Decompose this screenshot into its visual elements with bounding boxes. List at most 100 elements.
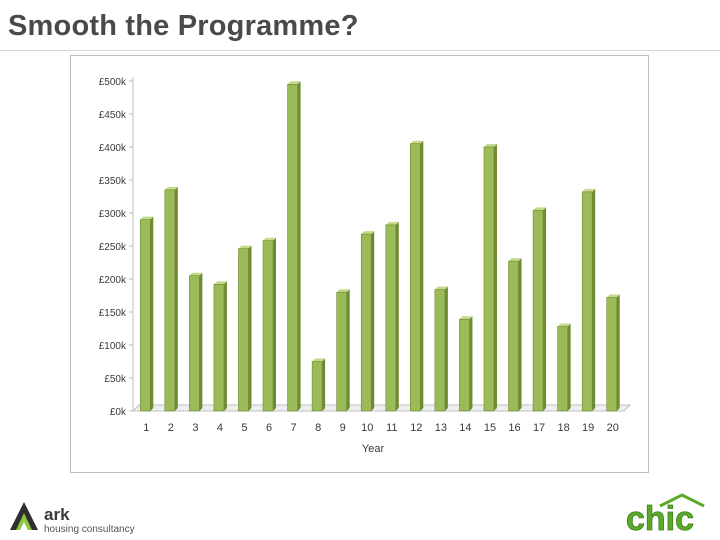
x-tick-label: 18 (558, 422, 570, 434)
x-tick-label: 6 (266, 422, 272, 434)
x-tick-label: 1 (143, 422, 149, 434)
x-tick-label: 13 (435, 422, 447, 434)
bar-side (616, 294, 620, 411)
bar (262, 237, 277, 412)
bar (532, 207, 547, 412)
bar-side (150, 216, 154, 411)
bar-top (213, 281, 227, 285)
bar-top (361, 231, 375, 235)
bar-side (395, 221, 399, 411)
y-tick-label: £150k (99, 308, 127, 319)
bar (483, 144, 497, 412)
bar-side (420, 140, 424, 411)
bar-side (469, 316, 473, 411)
y-tick-label: £450k (99, 110, 127, 121)
bar-top (385, 221, 399, 225)
bar-side (371, 231, 375, 411)
bar-chart: £0k £50k £100k £150k £200k £250k £300k £350k £40… (99, 77, 632, 455)
bar-top (557, 323, 571, 327)
bar (360, 231, 375, 412)
y-tick-label: £250k (99, 242, 127, 253)
bar (139, 216, 154, 412)
x-tick-label: 15 (484, 422, 496, 434)
chic-logo-text: chic (626, 500, 694, 536)
bar-top (459, 316, 473, 320)
y-tick-label: £200k (99, 275, 127, 286)
y-tick-label: £500k (99, 77, 127, 88)
x-tick-label: 10 (361, 422, 373, 434)
bar-face (459, 318, 470, 412)
bar (434, 286, 448, 412)
bar-side (248, 245, 252, 411)
bar-side (346, 289, 350, 411)
bar (557, 323, 571, 412)
x-tick-label: 20 (607, 422, 619, 434)
bar (508, 258, 522, 412)
bar (459, 316, 473, 412)
x-tick-label: 4 (217, 422, 223, 434)
bar-top (483, 144, 497, 147)
bar (410, 140, 424, 412)
bar-side (592, 188, 596, 411)
chart-floor (131, 404, 632, 412)
x-tick-label: 12 (410, 422, 422, 434)
y-tick-label: £100k (99, 341, 127, 352)
bar-face (262, 240, 274, 412)
bar-face (311, 361, 323, 412)
bar (581, 188, 596, 412)
y-tick-label: £50k (104, 374, 127, 385)
ark-logo-name: ark (44, 505, 70, 524)
bar-face (410, 143, 421, 412)
bar-side (322, 358, 326, 411)
x-tick-label: 16 (508, 422, 520, 434)
bar-face (164, 189, 176, 412)
bar-face (360, 233, 372, 412)
bar-face (385, 224, 397, 412)
x-tick-label: 7 (291, 422, 297, 434)
x-axis-title: Year (362, 443, 385, 455)
bar-face (508, 260, 519, 412)
y-tick-label: £350k (99, 176, 127, 187)
bar (238, 245, 252, 412)
bar-top (140, 216, 154, 220)
bar-side (567, 323, 571, 411)
bar-top (582, 188, 596, 192)
x-tick-label: 3 (192, 422, 198, 434)
x-tick-label: 9 (340, 422, 346, 434)
bar-top (263, 237, 277, 241)
bar-face (336, 291, 347, 412)
bar-side (199, 272, 203, 411)
x-tick-label: 2 (168, 422, 174, 434)
bar-top (189, 272, 203, 276)
bar (164, 186, 178, 412)
ark-logo-icon (10, 502, 38, 530)
x-tick-label: 8 (315, 422, 321, 434)
bar-top (410, 140, 424, 144)
title-divider (0, 50, 720, 51)
x-tick-label: 17 (533, 422, 545, 434)
bar-side (297, 81, 301, 412)
bar-top (606, 294, 620, 298)
chart-panel: £0k £50k £100k £150k £200k £250k £300k £350k £40… (70, 55, 649, 473)
bar-face (287, 83, 298, 412)
chart-bars (139, 81, 620, 412)
x-tick-label: 11 (386, 422, 397, 434)
bar-face (557, 326, 568, 412)
bar-face (606, 297, 618, 412)
x-tick-label: 5 (241, 422, 247, 434)
bar-side (174, 186, 178, 411)
x-tick-label: 19 (582, 422, 594, 434)
bar-side (493, 144, 497, 411)
bar-face (213, 283, 225, 412)
y-tick-label: £400k (99, 143, 127, 154)
bar (336, 289, 350, 412)
x-tick-label: 14 (459, 422, 471, 434)
bar-face (483, 146, 495, 412)
bar-top (164, 186, 178, 190)
bar (311, 358, 326, 412)
bar-top (312, 358, 326, 362)
bar-side (444, 286, 448, 411)
ark-logo-tagline: housing consultancy (44, 524, 135, 535)
bar (385, 221, 399, 412)
bar-side (543, 207, 547, 411)
